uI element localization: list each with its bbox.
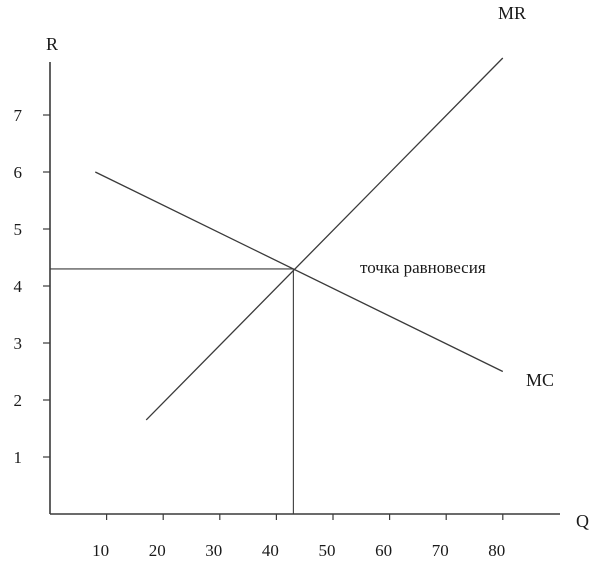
- x-tick-label-50: 50: [319, 541, 336, 560]
- x-tick-label-40: 40: [262, 541, 279, 560]
- x-tick-label-70: 70: [432, 541, 449, 560]
- y-tick-label-3: 3: [14, 334, 23, 353]
- curve-mr: [145, 57, 504, 421]
- y-tick-label-4: 4: [14, 277, 23, 296]
- y-tick-label-6: 6: [14, 163, 23, 182]
- series-label-mc: MC: [526, 370, 554, 390]
- y-tick-label-7: 7: [14, 106, 23, 125]
- y-tick-label-5: 5: [14, 220, 23, 239]
- x-tick-label-30: 30: [205, 541, 222, 560]
- x-tick-label-60: 60: [375, 541, 392, 560]
- x-axis-label: Q: [576, 511, 589, 531]
- x-tick-label-10: 10: [92, 541, 109, 560]
- axes: [49, 62, 560, 515]
- x-tick-label-20: 20: [149, 541, 166, 560]
- curves: MR MC: [94, 3, 554, 421]
- series-label-mr: MR: [498, 3, 526, 23]
- y-tick-label-2: 2: [14, 391, 23, 410]
- y-axis-label: R: [46, 34, 58, 54]
- y-tick-label-1: 1: [14, 448, 23, 467]
- equilibrium-guides: [50, 268, 294, 514]
- equilibrium-annotation: точка равновесия: [360, 258, 486, 277]
- x-tick-label-80: 80: [488, 541, 505, 560]
- curve-mc: [94, 171, 504, 373]
- labels: R Q точка равновесия: [46, 34, 589, 531]
- ticks: 1 2 3 4 5 6 7 10 20 30 40 50 60 70 80: [14, 106, 506, 560]
